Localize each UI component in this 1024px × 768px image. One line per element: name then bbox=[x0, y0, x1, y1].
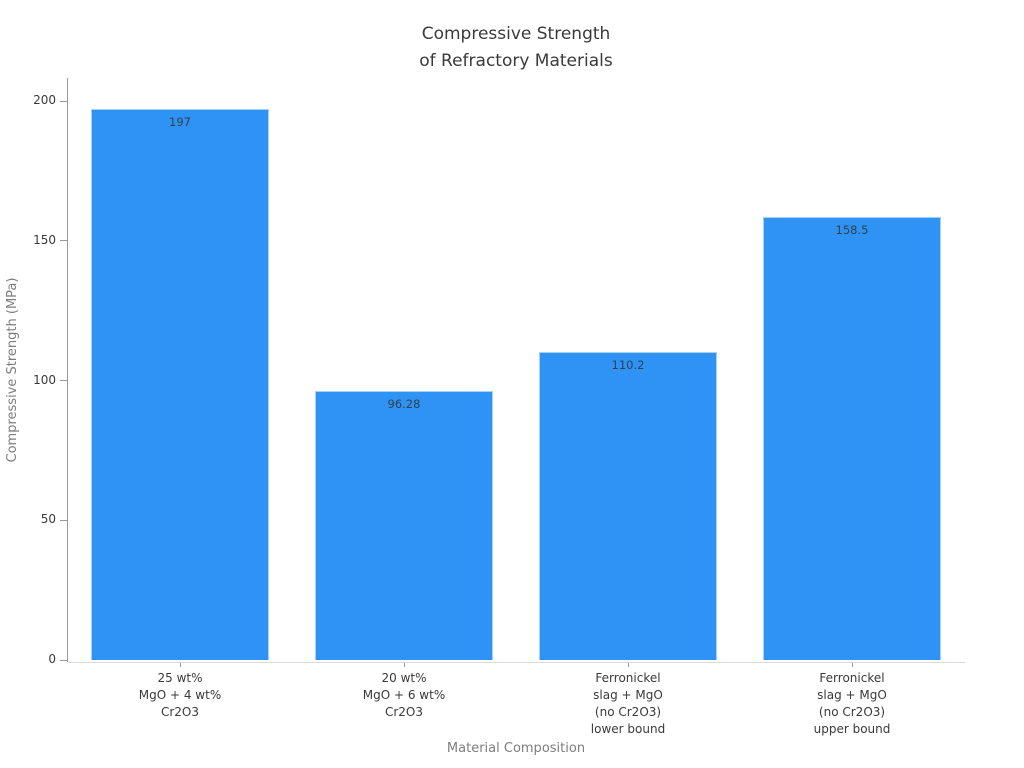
x-axis-label: Material Composition bbox=[446, 741, 586, 756]
x-category-label: Ferronickel slag + MgO (no Cr2O3) lower … bbox=[590, 671, 666, 736]
y-tick-label: 0 bbox=[48, 652, 56, 666]
bar: 96.28 bbox=[314, 390, 494, 660]
x-category-label: Ferronickel slag + MgO (no Cr2O3) upper … bbox=[813, 671, 891, 736]
bar-value-label: 96.28 bbox=[387, 396, 421, 411]
y-tick-mark bbox=[60, 519, 67, 521]
bar: 110.2 bbox=[538, 351, 718, 660]
y-tick-label: 100 bbox=[33, 372, 56, 387]
chart-title: Compressive Strength of Refractory Mater… bbox=[419, 24, 613, 71]
bar: 197 bbox=[90, 109, 270, 660]
bar-value-label: 158.5 bbox=[835, 222, 869, 237]
y-tick-label: 200 bbox=[33, 93, 56, 107]
x-category-label: 25 wt% MgO + 4 wt% Cr2O3 bbox=[138, 671, 222, 719]
bar: 158.5 bbox=[762, 216, 942, 660]
y-tick-label: 50 bbox=[40, 512, 56, 527]
y-tick-mark bbox=[60, 240, 67, 242]
y-axis-label: Compressive Strength (MPa) bbox=[5, 277, 20, 463]
x-tick-mark bbox=[179, 663, 181, 667]
bar-value-label: 110.2 bbox=[611, 357, 645, 372]
y-tick-mark bbox=[60, 380, 67, 381]
x-category-label: 20 wt% MgO + 6 wt% Cr2O3 bbox=[362, 671, 446, 719]
x-tick-mark bbox=[851, 663, 853, 667]
x-tick-mark bbox=[627, 663, 629, 667]
y-tick-mark bbox=[60, 100, 67, 102]
y-tick-mark bbox=[60, 659, 67, 661]
bar-value-label: 197 bbox=[169, 115, 191, 130]
y-axis-spine bbox=[67, 78, 68, 662]
x-axis-spine bbox=[68, 662, 965, 663]
x-tick-mark bbox=[403, 663, 405, 667]
y-tick-label: 150 bbox=[33, 232, 56, 247]
